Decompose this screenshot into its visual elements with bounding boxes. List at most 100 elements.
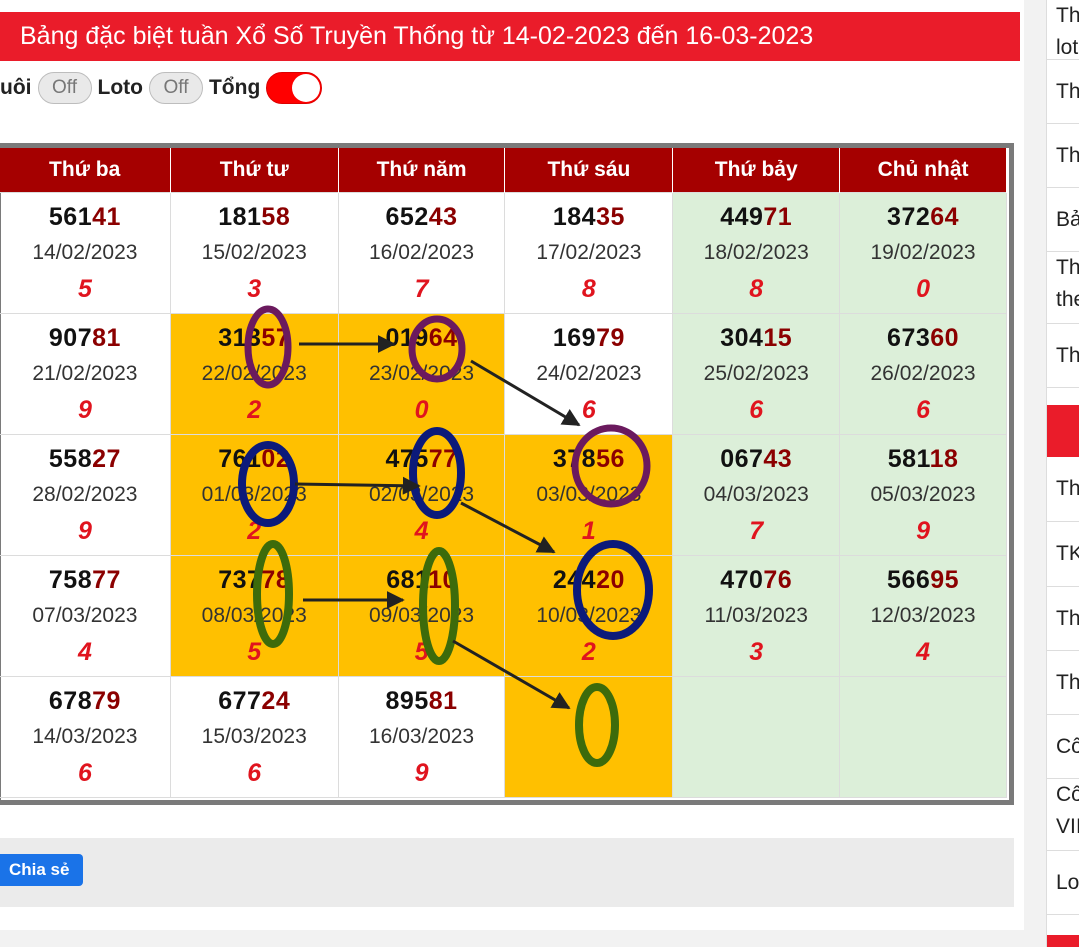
draw-date: 16/03/2023 (369, 725, 475, 748)
result-cell (839, 676, 1007, 798)
draw-date: 18/02/2023 (703, 241, 809, 264)
digit-sum: 5 (77, 275, 92, 303)
toggle-tong[interactable] (266, 72, 323, 104)
number-head: 244 (552, 566, 597, 594)
result-cell: 56695 12/03/2023 4 (839, 555, 1007, 677)
digit-sum: 9 (916, 517, 931, 545)
number-tail: 02 (261, 445, 291, 473)
result-cell: 37264 19/02/2023 0 (839, 192, 1007, 314)
draw-date: 02/03/2023 (369, 483, 475, 506)
number-tail: 64 (428, 324, 458, 352)
sidebar-link[interactable]: Cô (1047, 715, 1079, 779)
number-tail: 79 (92, 687, 121, 715)
header-row: Thứ ba Thứ tư Thứ năm Thứ sáu Thứ bảy Chủ nhậ… (0, 148, 1007, 193)
result-cell: 18158 15/02/2023 3 (169, 192, 339, 314)
digit-sum: 7 (414, 275, 429, 303)
toggle-loto[interactable]: Off (148, 72, 203, 104)
number-tail: 71 (763, 203, 793, 231)
number-tail: 81 (92, 324, 121, 352)
number-tail: 20 (596, 566, 625, 594)
number-head: 673 (887, 324, 931, 352)
special-prize-number: 16979 (505, 320, 672, 356)
special-prize-number: 73778 (171, 562, 338, 598)
draw-date: 05/03/2023 (870, 483, 976, 506)
number-tail: 81 (428, 687, 458, 715)
result-cell: 30415 25/02/2023 6 (672, 313, 841, 435)
special-prize-board: Thứ ba Thứ tư Thứ năm Thứ sáu Thứ bảy Chủ nhậ… (0, 143, 1014, 805)
sidebar-link[interactable]: Th (1047, 457, 1079, 522)
digit-sum: 6 (749, 396, 764, 424)
draw-date: 12/03/2023 (870, 604, 976, 627)
digit-sum: 0 (414, 396, 429, 424)
result-cell: 65243 16/02/2023 7 (337, 192, 506, 314)
sidebar-link[interactable]: Th (1047, 587, 1079, 651)
special-prize-number: 68110 (339, 562, 505, 598)
digit-sum: 9 (77, 396, 92, 424)
sidebar-link[interactable]: Th (1047, 124, 1079, 188)
number-tail: 35 (596, 203, 625, 231)
special-prize-number: 90781 (0, 320, 170, 356)
digit-sum: 4 (77, 638, 92, 666)
sidebar-link[interactable]: Th (1047, 60, 1079, 124)
number-head: 181 (218, 203, 262, 231)
draw-date: 26/02/2023 (870, 362, 976, 385)
number-head: 313 (218, 324, 262, 352)
digit-sum: 9 (414, 759, 429, 787)
result-cell: 47076 11/03/2023 3 (672, 555, 841, 677)
special-prize-number: 67724 (171, 683, 338, 719)
number-tail: 64 (930, 203, 960, 231)
sidebar-link[interactable]: Th lot (1047, 0, 1079, 60)
digit-sum: 2 (581, 638, 596, 666)
number-tail: 57 (261, 324, 291, 352)
sidebar-link[interactable]: Bả (1047, 188, 1079, 252)
result-cell: 73778 08/03/2023 5 (169, 555, 339, 677)
digit-sum: 6 (916, 396, 931, 424)
number-head: 067 (720, 445, 764, 473)
toggle-duoi[interactable]: Off (37, 72, 92, 104)
sidebar-link[interactable]: TK (1047, 522, 1079, 587)
main-panel: Bảng đặc biệt tuần Xổ Số Truyền Thống từ… (0, 0, 1024, 930)
draw-date: 04/03/2023 (703, 483, 809, 506)
sidebar-link[interactable]: Lo (1047, 851, 1079, 915)
number-tail: 56 (596, 445, 625, 473)
result-cell: 16979 24/02/2023 6 (504, 313, 674, 435)
draw-date: 19/02/2023 (870, 241, 976, 264)
digit-sum: 3 (247, 275, 262, 303)
sidebar-link[interactable]: Th (1047, 651, 1079, 715)
result-cell: 68110 09/03/2023 5 (337, 555, 506, 677)
digit-sum: 2 (247, 396, 262, 424)
draw-date: 16/02/2023 (369, 241, 475, 264)
draw-date: 08/03/2023 (201, 604, 307, 627)
sidebar-link[interactable]: Cô VII (1047, 779, 1079, 851)
draw-date: 15/02/2023 (201, 241, 307, 264)
digit-sum: 1 (581, 517, 596, 545)
draw-date: 07/03/2023 (32, 604, 138, 627)
sidebar: Th lotThThBảTh theThThTKThThCôCô VIILo (1046, 0, 1079, 947)
week-row: 56141 14/02/2023 5 18158 15/02/2023 3 65243 16/… (0, 192, 1007, 314)
number-tail: 27 (92, 445, 121, 473)
number-head: 895 (385, 687, 429, 715)
share-button[interactable]: Chia sẻ (0, 854, 83, 886)
result-cell: 67360 26/02/2023 6 (839, 313, 1007, 435)
page-title: Bảng đặc biệt tuần Xổ Số Truyền Thống từ… (0, 12, 1020, 61)
result-cell: 90781 21/02/2023 9 (0, 313, 171, 435)
number-head: 169 (552, 324, 597, 352)
sidebar-link[interactable]: Th (1047, 324, 1079, 388)
sidebar-link[interactable]: Th the (1047, 252, 1079, 324)
draw-date: 17/02/2023 (536, 241, 642, 264)
number-tail: 77 (428, 445, 458, 473)
result-cell: 67724 15/03/2023 6 (169, 676, 339, 798)
number-head: 184 (552, 203, 597, 231)
number-tail: 76 (763, 566, 793, 594)
number-tail: 77 (92, 566, 121, 594)
week-row: 75877 07/03/2023 4 73778 08/03/2023 5 68110 09/… (0, 555, 1007, 677)
sidebar-footer-header (1047, 935, 1079, 947)
digit-sum: 4 (916, 638, 931, 666)
week-row: 90781 21/02/2023 9 31357 22/02/2023 2 01964 23/… (0, 313, 1007, 435)
digit-sum: 5 (247, 638, 262, 666)
number-head: 761 (218, 445, 262, 473)
special-prize-number: 24420 (505, 562, 672, 598)
day-header: Thứ năm (338, 148, 506, 193)
number-tail: 43 (763, 445, 793, 473)
number-head: 678 (48, 687, 93, 715)
